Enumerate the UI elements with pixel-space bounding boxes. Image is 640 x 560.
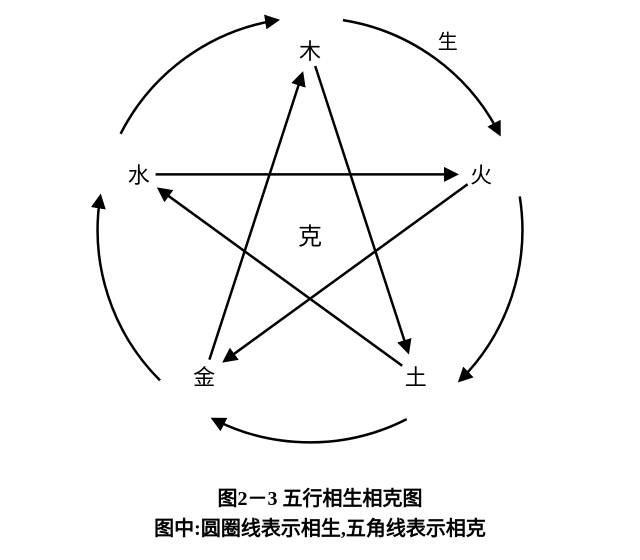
figure-caption: 图2－3 五行相生相克图 图中:圆圈线表示相生,五角线表示相克 (0, 484, 640, 544)
sheng-label: 生 (438, 26, 458, 55)
ke-line (225, 184, 468, 361)
ke-line (159, 189, 402, 366)
sheng-arc (460, 196, 522, 380)
sheng-arc (343, 20, 499, 134)
caption-line-2: 图中:圆圈线表示相生,五角线表示相克 (0, 514, 640, 544)
ke-line (209, 74, 302, 360)
node-label-metal: 金 (193, 360, 215, 392)
sheng-arc (213, 419, 406, 442)
node-label-wood: 木 (299, 34, 321, 66)
node-label-earth: 土 (405, 360, 427, 392)
ke-label: 克 (298, 217, 322, 252)
node-label-fire: 火 (470, 158, 492, 190)
sheng-arc (98, 196, 160, 380)
caption-line-1: 图2－3 五行相生相克图 (0, 484, 640, 514)
node-label-water: 水 (128, 158, 150, 190)
ke-line (315, 66, 408, 352)
sheng-arc (121, 20, 277, 134)
